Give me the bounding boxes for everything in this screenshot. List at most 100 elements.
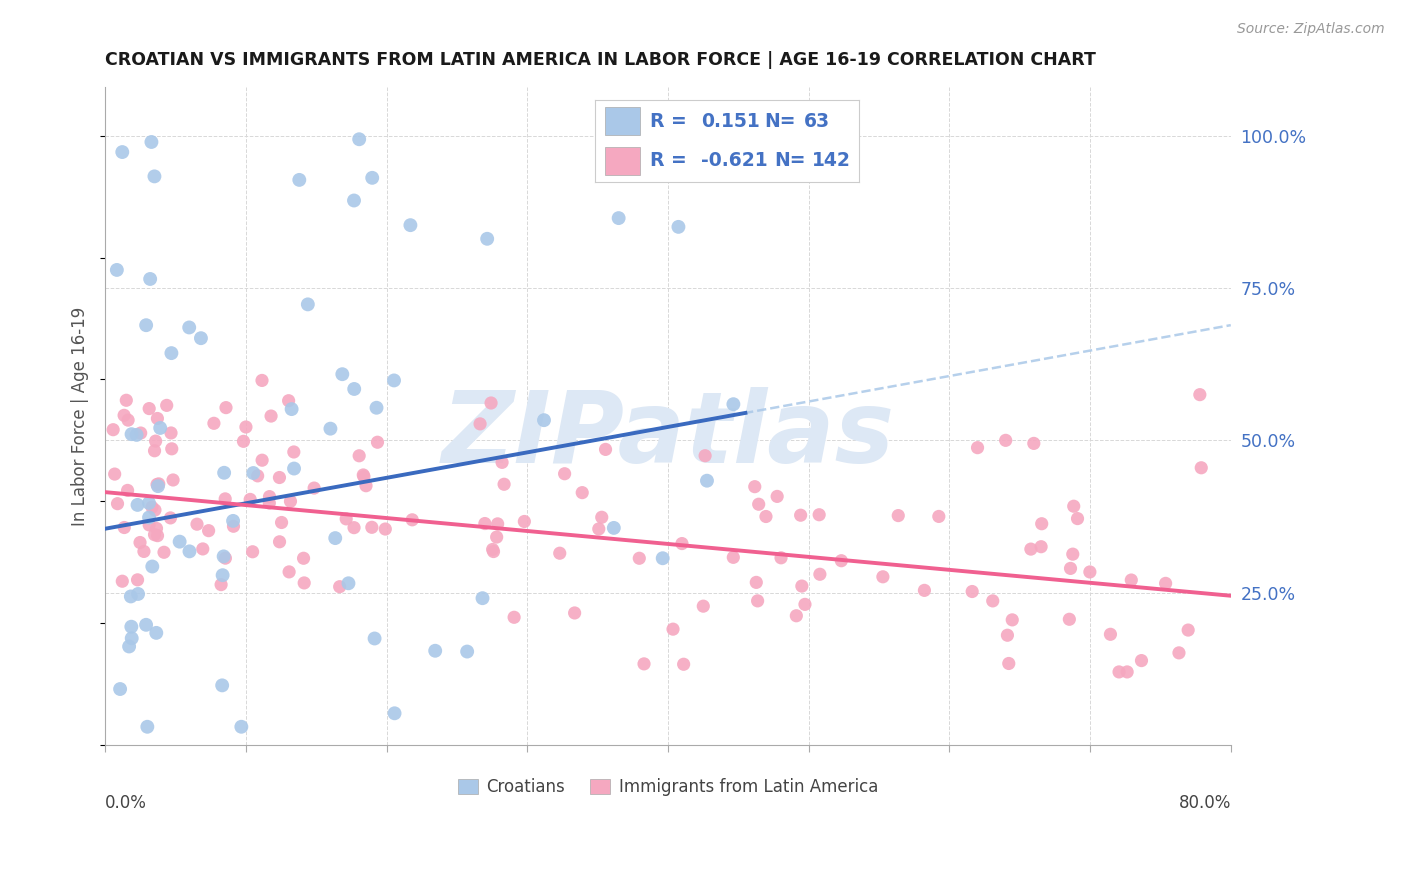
Point [1066,511,1088,525]
Point [603,521,626,535]
Point [361,170,384,185]
Point [354,479,377,493]
Point [347,132,370,146]
Point [283,461,305,475]
Point [477,232,499,246]
Point [994,434,1017,448]
Point [145,434,167,449]
Point [696,474,718,488]
Point [259,490,281,504]
Point [471,591,494,606]
Point [347,449,370,463]
Point [1130,654,1153,668]
Point [672,657,695,672]
Point [456,644,478,658]
Point [789,508,811,523]
Point [548,546,571,560]
Point [692,599,714,614]
Point [513,515,536,529]
Point [242,466,264,480]
Point [141,500,163,515]
Point [141,559,163,574]
Point [214,491,236,506]
Point [215,401,238,415]
Point [997,628,1019,642]
Point [468,417,491,431]
Point [211,568,233,582]
Point [1189,460,1212,475]
Point [292,576,315,591]
Point [191,541,214,556]
Point [401,513,423,527]
Point [280,494,302,508]
Point [129,535,152,549]
Point [120,590,142,604]
Point [115,393,138,408]
Point [503,610,526,624]
Point [242,545,264,559]
Point [169,534,191,549]
Point [366,435,388,450]
Point [143,503,166,517]
Point [139,272,162,286]
Point [278,565,301,579]
Point [235,420,257,434]
Point [329,580,352,594]
Text: 80.0%: 80.0% [1178,795,1230,813]
Point [1121,573,1143,587]
Point [595,442,617,457]
Point [117,483,139,498]
Point [337,576,360,591]
Point [212,466,235,480]
Point [671,536,693,550]
Point [239,492,262,507]
Point [125,428,148,442]
Point [564,606,586,620]
Point [156,398,179,412]
Point [146,528,169,542]
Point [366,401,388,415]
Point [1059,612,1081,626]
Point [481,542,503,557]
Point [135,617,157,632]
Point [479,396,502,410]
Point [323,531,346,545]
Point [352,467,374,482]
Point [425,644,447,658]
Point [136,720,159,734]
Point [148,476,170,491]
Point [127,573,149,587]
Point [121,632,143,646]
Point [143,443,166,458]
Point [1116,665,1139,679]
Point [343,382,366,396]
Point [766,490,789,504]
Point [179,320,201,334]
Point [485,530,508,544]
Point [212,549,235,564]
Point [259,496,281,510]
Point [111,574,134,589]
Point [1168,646,1191,660]
Point [319,422,342,436]
Point [112,409,135,423]
Point [1078,565,1101,579]
Point [928,509,950,524]
Point [343,521,366,535]
Point [108,681,131,696]
Point [486,516,509,531]
Point [1029,540,1052,554]
Point [1188,387,1211,401]
Point [633,657,655,671]
Point [127,587,149,601]
Text: ZIPatlas: ZIPatlas [441,387,894,484]
Point [794,598,817,612]
Text: 0.0%: 0.0% [105,795,148,813]
Point [153,545,176,559]
Point [246,468,269,483]
Point [872,570,894,584]
Point [808,567,831,582]
Point [211,678,233,692]
Point [474,516,496,531]
Point [127,498,149,512]
